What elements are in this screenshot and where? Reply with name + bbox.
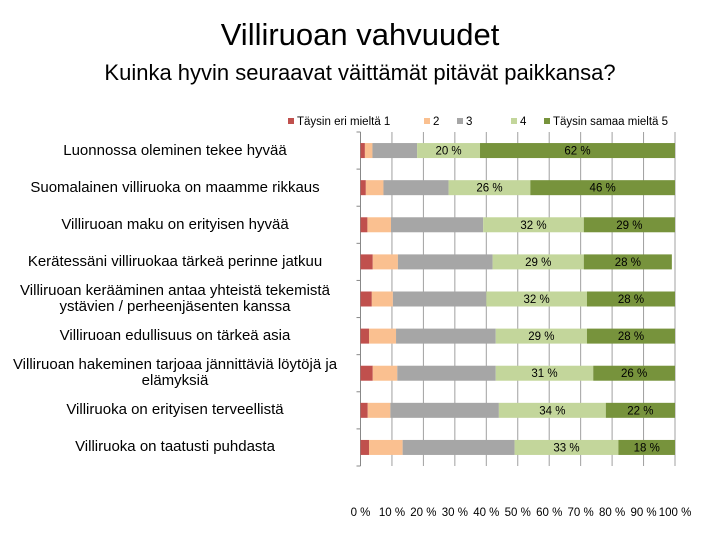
x-tick-label: 40 % xyxy=(473,507,499,519)
bar-segment xyxy=(372,143,418,159)
data-label: 29 % xyxy=(616,220,642,232)
category-label: Villiruoan kerääminen antaa yhteistä tek… xyxy=(20,282,330,315)
bar-segment xyxy=(367,217,392,233)
legend-label: 2 xyxy=(433,116,439,128)
bar-segment xyxy=(360,143,365,159)
bar-segment xyxy=(498,402,606,418)
chart-title: Villiruoan vahvuudet xyxy=(220,17,500,52)
category-label: Villiruoan maku on erityisen hyvää xyxy=(61,215,289,233)
bar-segment xyxy=(391,217,484,233)
data-label: 62 % xyxy=(564,146,590,158)
bar-segment xyxy=(371,291,393,307)
data-label: 31 % xyxy=(531,368,557,380)
bar-segment xyxy=(368,328,397,344)
bar-segment xyxy=(360,180,366,196)
legend-swatch xyxy=(511,118,517,124)
bar-segment xyxy=(486,291,587,307)
x-tick-label: 0 % xyxy=(351,507,371,519)
category-label: Suomalainen villiruoka on maamme rikkaus xyxy=(30,178,320,196)
bar-segment xyxy=(372,254,398,270)
x-tick-label: 30 % xyxy=(442,507,468,519)
legend-swatch xyxy=(424,118,430,124)
data-label: 26 % xyxy=(621,368,647,380)
data-label: 33 % xyxy=(553,442,579,454)
category-label: Villiruoan hakeminen tarjoaa jännittäviä… xyxy=(12,356,338,390)
bar-segment xyxy=(360,254,373,270)
data-label: 28 % xyxy=(615,257,641,269)
bar-segment xyxy=(448,180,531,196)
legend-swatch xyxy=(288,118,294,124)
bar-segment xyxy=(360,402,368,418)
legend-label: Täysin eri mieltä 1 xyxy=(297,116,390,128)
bar-segment xyxy=(583,254,672,270)
bar-segment xyxy=(397,254,493,270)
bar-segment xyxy=(495,328,587,344)
bar-segment xyxy=(605,402,675,418)
bar-segment xyxy=(396,328,496,344)
bar-segment xyxy=(360,328,369,344)
bar-segment xyxy=(383,180,449,196)
bar-segment xyxy=(360,291,372,307)
data-label: 28 % xyxy=(618,331,644,343)
data-label: 18 % xyxy=(634,442,660,454)
bar-segment xyxy=(583,217,675,233)
bar-segment xyxy=(368,439,403,455)
data-label: 46 % xyxy=(590,183,616,195)
category-label: Villiruoan edullisuus on tärkeä asia xyxy=(59,327,291,345)
category-label: Villiruoka on taatusti puhdasta xyxy=(75,438,275,456)
x-tick-label: 70 % xyxy=(568,507,594,519)
bar-segment xyxy=(417,143,481,159)
bar-segment xyxy=(492,254,584,270)
bar-segment xyxy=(586,291,675,307)
category-label: Villiruoka on erityisen terveellistä xyxy=(66,401,284,419)
x-tick-label: 80 % xyxy=(599,507,625,519)
bar-segment xyxy=(392,291,487,307)
legend-swatch xyxy=(544,118,550,124)
bar-segment xyxy=(372,365,398,381)
legend-label: 3 xyxy=(466,116,472,128)
data-label: 29 % xyxy=(525,257,551,269)
bar-segment xyxy=(360,217,368,233)
data-label: 32 % xyxy=(524,294,550,306)
x-tick-label: 50 % xyxy=(505,507,531,519)
x-tick-label: 60 % xyxy=(536,507,562,519)
data-label: 34 % xyxy=(539,405,565,417)
bar-segment xyxy=(365,180,384,196)
bar-segment xyxy=(364,143,373,159)
bar-segment xyxy=(514,439,619,455)
bar-segment xyxy=(360,439,369,455)
data-label: 20 % xyxy=(435,146,461,158)
data-label: 22 % xyxy=(627,405,653,417)
bar-segment xyxy=(360,365,373,381)
x-tick-label: 100 % xyxy=(659,507,692,519)
legend-label: Täysin samaa mieltä 5 xyxy=(553,116,668,128)
chart-subtitle: Kuinka hyvin seuraavat väittämät pitävät… xyxy=(104,60,616,85)
data-label: 28 % xyxy=(618,294,644,306)
category-label: Kerätessäni villiruokaa tärkeä perinne j… xyxy=(27,252,323,270)
data-label: 26 % xyxy=(476,183,502,195)
bar-segment xyxy=(495,365,594,381)
bar-segment xyxy=(586,328,675,344)
legend-swatch xyxy=(457,118,463,124)
bar-segment xyxy=(390,402,499,418)
bar-segment xyxy=(480,143,675,159)
bar-segment xyxy=(367,402,391,418)
bar-segment xyxy=(402,439,515,455)
x-tick-label: 10 % xyxy=(379,507,405,519)
x-tick-label: 90 % xyxy=(630,507,656,519)
bar-segment xyxy=(483,217,584,233)
category-label: Luonnossa oleminen tekee hyvää xyxy=(63,141,287,159)
bar-segment xyxy=(593,365,675,381)
bar-segment xyxy=(618,439,675,455)
legend-label: 4 xyxy=(520,116,527,128)
data-label: 29 % xyxy=(528,331,554,343)
bar-segment xyxy=(397,365,496,381)
data-label: 32 % xyxy=(520,220,546,232)
x-tick-label: 20 % xyxy=(410,507,436,519)
bar-segment xyxy=(530,180,675,196)
